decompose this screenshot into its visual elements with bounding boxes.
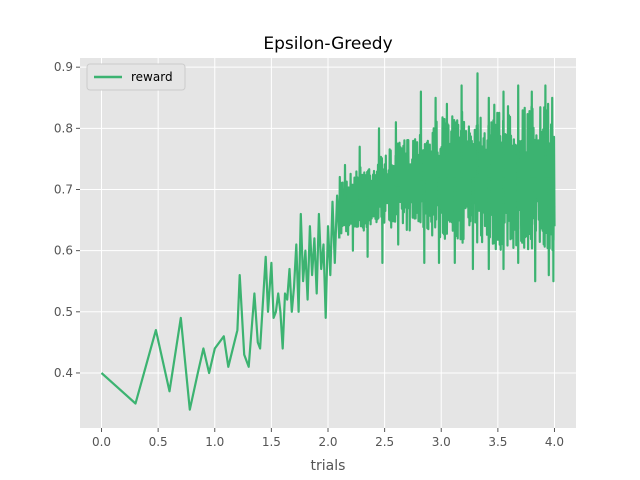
legend: reward — [86, 63, 186, 91]
reward-spike — [502, 177, 505, 271]
reward-spike — [437, 177, 441, 264]
reward-spike — [487, 177, 491, 271]
y-tick-label: 0.8 — [54, 121, 73, 135]
reward-spike — [419, 90, 423, 181]
y-tick-label: 0.7 — [54, 182, 73, 196]
reward-spike — [547, 177, 551, 277]
x-tick-label: 3.5 — [488, 435, 507, 449]
reward-spike — [471, 177, 475, 271]
reward-spike — [366, 196, 369, 258]
x-tick-label: 0.0 — [92, 435, 111, 449]
x-tick-label: 2.5 — [375, 435, 394, 449]
tick-layer: 0.0 0.5 1.0 1.5 2.0 2.5 3.0 3.5 4.0 0.4 0.5 0.6 0.7 0… — [54, 60, 564, 449]
chart-title: Epsilon-Greedy — [263, 34, 392, 54]
reward-spike — [552, 177, 555, 283]
x-axis-label: trials — [311, 458, 346, 474]
reward-spike — [487, 96, 491, 178]
x-tick-label: 4.0 — [545, 435, 564, 449]
reward-spike — [394, 121, 398, 187]
reward-spike — [343, 163, 347, 206]
reward-spike — [434, 96, 437, 179]
reward-spike — [502, 90, 505, 178]
x-tick-label: 1.5 — [262, 435, 281, 449]
reward-spike — [533, 177, 537, 283]
reward-spike — [396, 186, 400, 246]
reward-spike — [381, 190, 384, 264]
y-tick-label: 0.5 — [54, 305, 73, 319]
reward-spike — [351, 202, 355, 252]
y-tick-label: 0.9 — [54, 60, 73, 74]
reward-spike — [530, 90, 534, 178]
reward-spike — [460, 84, 463, 178]
x-tick-label: 2.0 — [318, 435, 337, 449]
reward-spike — [550, 96, 554, 178]
reward-spike — [544, 84, 547, 178]
legend-label: reward — [131, 70, 173, 84]
series-layer — [100, 72, 556, 411]
x-tick-label: 0.5 — [149, 435, 168, 449]
reward-spike — [516, 177, 520, 264]
reward-spike — [422, 179, 426, 264]
reward-spike — [476, 72, 479, 178]
reward-line-early — [100, 194, 341, 411]
reward-spike — [377, 127, 381, 192]
x-tick-label: 3.0 — [432, 435, 451, 449]
reward-spike — [516, 84, 520, 178]
legend-box — [86, 63, 186, 91]
x-tick-label: 1.0 — [205, 435, 224, 449]
reward-spike — [453, 177, 457, 264]
y-tick-label: 0.6 — [54, 244, 73, 258]
y-tick-label: 0.4 — [54, 366, 73, 380]
reward-spike — [358, 145, 362, 200]
reward-spike — [445, 102, 449, 178]
